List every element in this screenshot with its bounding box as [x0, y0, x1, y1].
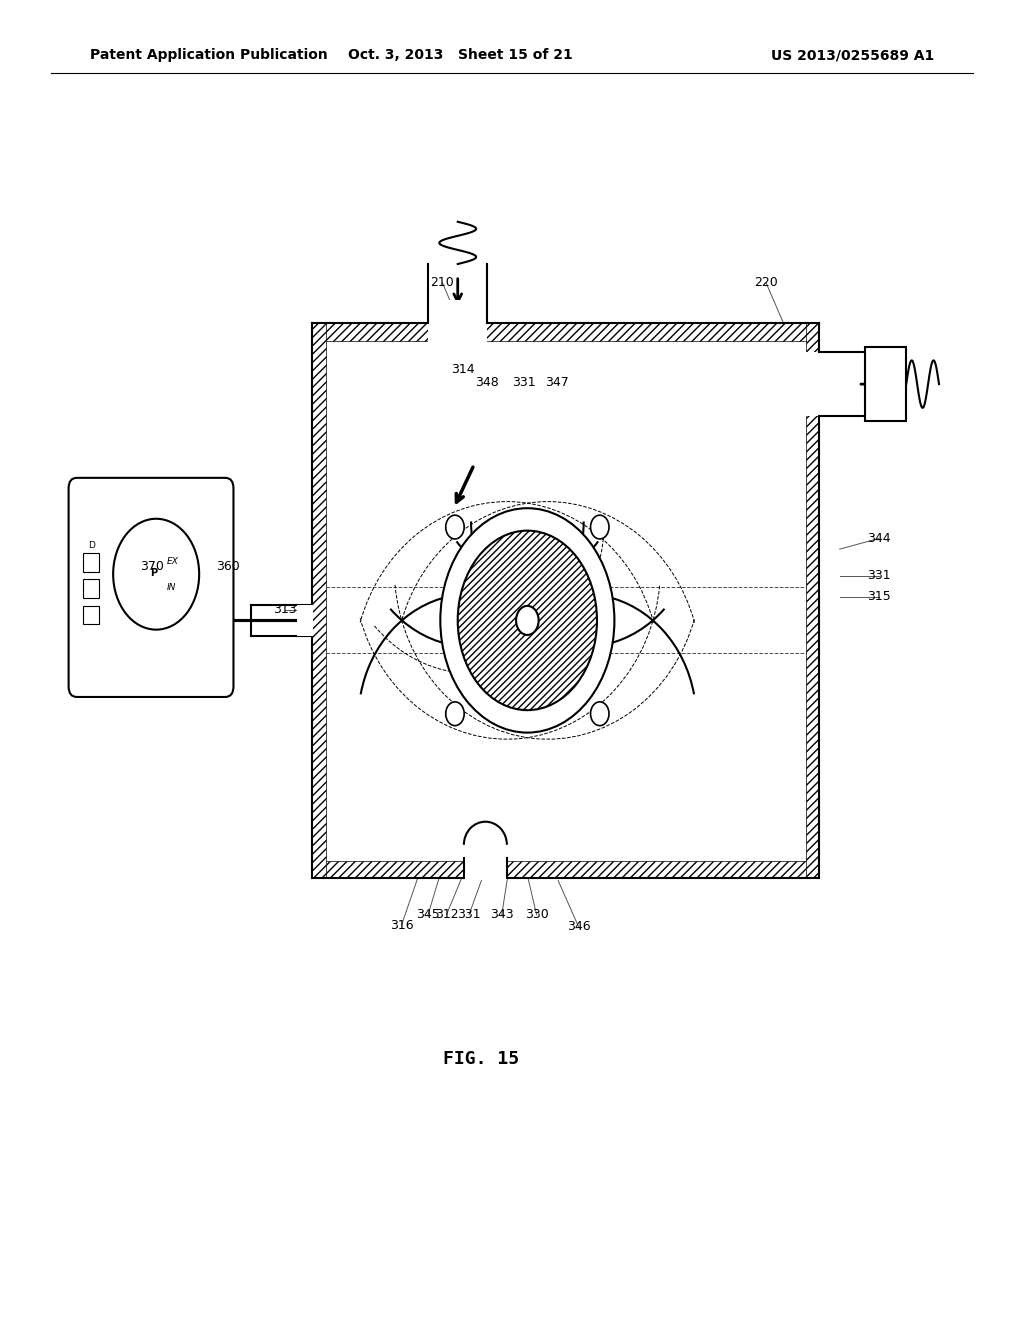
Text: 331: 331 — [866, 569, 891, 582]
Text: P: P — [151, 568, 158, 578]
Text: 346: 346 — [566, 920, 591, 933]
Circle shape — [445, 702, 464, 726]
Bar — [83, 579, 99, 598]
Circle shape — [591, 702, 609, 726]
Text: Oct. 3, 2013   Sheet 15 of 21: Oct. 3, 2013 Sheet 15 of 21 — [348, 49, 573, 62]
Bar — [312, 323, 326, 878]
Text: 314: 314 — [451, 363, 475, 376]
Circle shape — [445, 515, 464, 539]
Bar — [83, 553, 99, 572]
Text: 220: 220 — [754, 276, 778, 289]
Bar — [297, 605, 313, 636]
Circle shape — [113, 519, 199, 630]
Text: EX: EX — [166, 557, 178, 565]
Text: 345: 345 — [416, 908, 440, 921]
Text: 316: 316 — [389, 919, 414, 932]
Text: 370: 370 — [139, 560, 164, 573]
FancyBboxPatch shape — [69, 478, 233, 697]
Text: 330: 330 — [524, 908, 549, 921]
Text: 360: 360 — [216, 560, 241, 573]
Text: 312: 312 — [434, 908, 459, 921]
Text: 347: 347 — [545, 376, 569, 389]
Text: 343: 343 — [489, 908, 514, 921]
Bar — [312, 861, 819, 878]
Text: FIG. 15: FIG. 15 — [443, 1049, 519, 1068]
Bar — [865, 347, 906, 421]
Circle shape — [458, 531, 597, 710]
Text: Patent Application Publication: Patent Application Publication — [90, 49, 328, 62]
Text: 331: 331 — [512, 376, 537, 389]
Bar — [806, 323, 819, 878]
Bar — [312, 323, 819, 341]
Circle shape — [591, 515, 609, 539]
Circle shape — [516, 606, 539, 635]
Bar — [804, 352, 838, 416]
Text: US 2013/0255689 A1: US 2013/0255689 A1 — [771, 49, 934, 62]
Text: 331: 331 — [457, 908, 481, 921]
Bar — [428, 300, 487, 343]
Text: 315: 315 — [866, 590, 891, 603]
Bar — [326, 341, 806, 861]
Text: IN: IN — [166, 583, 176, 591]
Circle shape — [440, 508, 614, 733]
Text: 313: 313 — [272, 603, 297, 616]
Text: 210: 210 — [430, 276, 455, 289]
Bar — [83, 606, 99, 624]
Text: 344: 344 — [866, 532, 891, 545]
Text: 348: 348 — [475, 376, 500, 389]
Text: D: D — [88, 541, 94, 549]
Bar — [464, 859, 507, 880]
